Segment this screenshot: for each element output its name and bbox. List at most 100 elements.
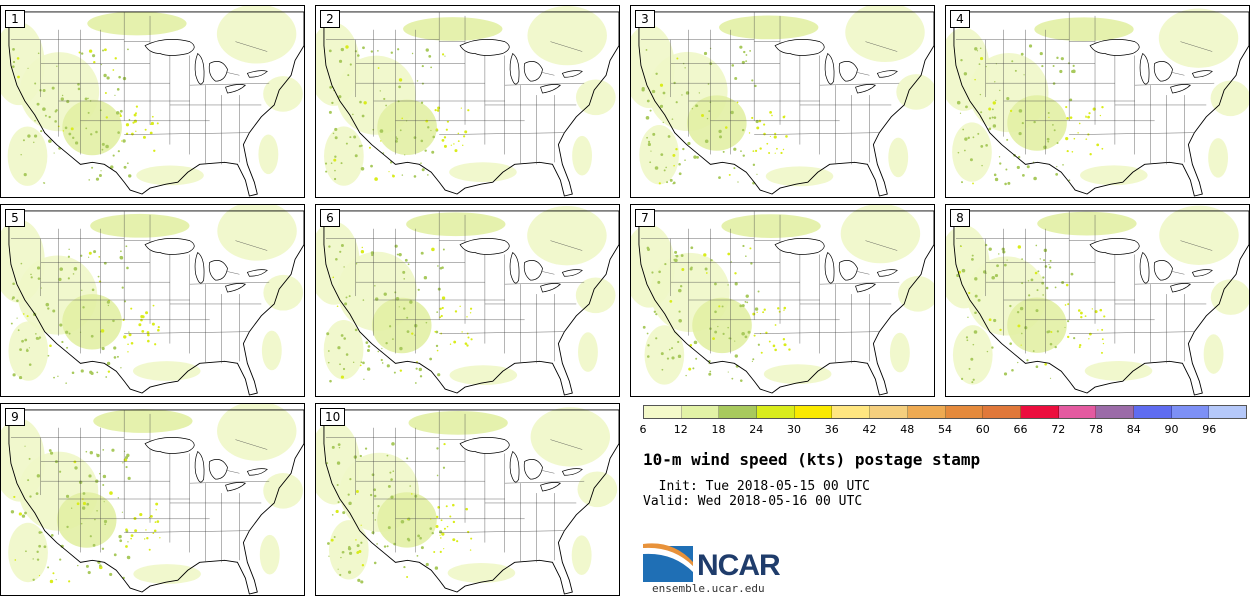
wind-speckle [102,474,107,479]
wind-speckle [1062,164,1064,166]
wind-speckle [660,352,664,356]
wind-speckle [67,255,70,258]
wind-speckle [645,49,648,51]
wind-speckle [374,177,378,181]
wind-speckle [763,308,766,311]
wind-speckle [754,307,759,311]
wind-speckle [642,325,646,329]
wind-speckle [651,89,656,94]
great-lake [561,70,583,78]
wind-field-region [62,294,122,350]
wind-speckle [404,258,408,262]
wind-speckle [10,510,15,514]
wind-speckle [1071,150,1074,153]
wind-speckle [991,116,994,119]
wind-speckle [706,117,709,120]
wind-speckle [444,55,446,57]
wind-speckle [1089,153,1092,156]
wind-speckle [757,343,760,346]
wind-speckle [20,262,23,265]
wind-speckle [724,126,728,129]
wind-speckle [435,330,439,334]
wind-speckle [90,334,94,338]
great-lake [144,238,195,255]
plot-title: 10-m wind speed (kts) postage stamp [643,450,981,469]
wind-speckle [60,544,64,548]
wind-speckle [96,453,100,458]
wind-speckle [25,349,29,353]
wind-speckle [467,109,470,112]
wind-field-region [133,564,201,584]
wind-speckle [701,113,705,117]
website-link[interactable]: ensemble.ucar.edu [652,582,765,595]
wind-speckle [1101,147,1104,150]
wind-speckle [437,373,441,377]
state-boundary [1180,240,1213,251]
member-number-label: 2 [320,10,340,28]
wind-speckle [677,340,680,344]
wind-speckle [414,324,418,328]
wind-speckle [1091,308,1094,310]
wind-speckle [674,250,678,254]
wind-speckle [970,357,974,361]
colorbar-swatch [945,406,984,418]
wind-speckle [783,306,787,310]
wind-speckle [420,546,424,550]
state-boundary [1180,41,1213,52]
wind-speckle [18,512,22,516]
wind-speckle [968,367,971,370]
colorbar-tick-label: 78 [1089,423,1103,436]
wind-speckle [81,506,86,510]
wind-speckle [84,97,88,101]
wind-speckle [721,305,724,308]
wind-speckle [704,267,708,271]
member-map [1,205,304,396]
wind-speckle [362,361,365,365]
wind-speckle [678,162,681,166]
wind-speckle [427,126,430,129]
great-lake [246,269,268,277]
wind-speckle [974,277,978,281]
great-lake [225,283,247,293]
wind-speckle [373,561,377,565]
wind-speckle [1044,265,1048,268]
wind-speckle [82,501,87,506]
wind-speckle [349,478,352,481]
great-lake [523,260,543,281]
wind-field-region [1208,138,1229,178]
wind-speckle [759,147,762,150]
wind-speckle [1005,168,1008,171]
wind-speckle [432,135,436,139]
wind-speckle [673,164,675,167]
wind-speckle [354,50,358,53]
wind-speckle [1069,116,1073,119]
valid-time: Valid: Wed 2018-05-16 00 UTC [643,494,863,509]
wind-speckle [678,172,682,176]
wind-speckle [411,332,414,335]
wind-speckle [395,137,399,140]
wind-speckle [442,466,446,469]
wind-speckle [963,72,968,76]
wind-speckle [1046,137,1050,141]
wind-speckle [1048,266,1052,269]
wind-speckle [442,248,445,251]
wind-speckle [355,539,357,541]
colorbar [643,405,1247,419]
wind-speckle [361,114,365,118]
wind-speckle [109,491,113,495]
wind-speckle [38,531,42,534]
wind-speckle [1011,368,1014,372]
wind-speckle [147,339,150,343]
wind-speckle [329,379,332,383]
wind-speckle [77,87,81,91]
wind-speckle [374,519,377,521]
wind-speckle [119,114,122,118]
wind-speckle [64,126,68,130]
country-outline [8,210,304,396]
wind-speckle [32,578,35,581]
wind-speckle [17,329,20,332]
wind-field-region [1080,165,1148,186]
wind-speckle [655,72,658,75]
wind-speckle [398,306,400,308]
state-boundary [865,240,898,251]
